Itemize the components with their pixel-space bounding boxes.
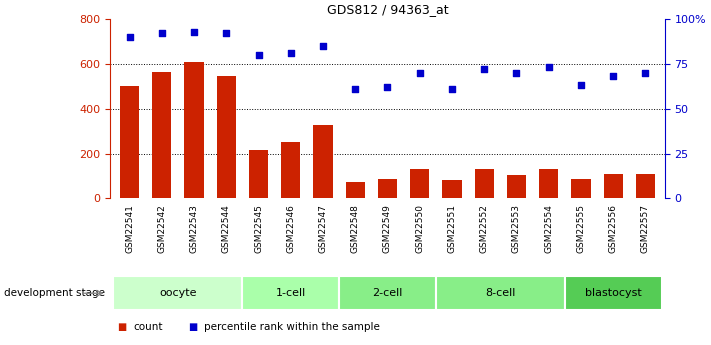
Bar: [184, 61, 204, 198]
Point: [382, 85, 393, 90]
Bar: [539, 169, 558, 198]
Bar: [217, 76, 236, 198]
Title: GDS812 / 94363_at: GDS812 / 94363_at: [326, 3, 449, 17]
Point: [479, 67, 490, 72]
Text: count: count: [133, 322, 162, 332]
Point: [188, 29, 200, 34]
Point: [575, 82, 587, 88]
Text: GSM22555: GSM22555: [577, 205, 585, 254]
Text: GSM22548: GSM22548: [351, 205, 360, 253]
Text: GSM22549: GSM22549: [383, 205, 392, 253]
Bar: [346, 181, 365, 198]
Point: [253, 52, 264, 58]
Text: GSM22552: GSM22552: [480, 205, 488, 253]
Point: [607, 73, 619, 79]
Bar: [314, 126, 333, 198]
Text: GSM22545: GSM22545: [254, 205, 263, 253]
Text: GSM22541: GSM22541: [125, 205, 134, 253]
Text: GSM22542: GSM22542: [157, 205, 166, 253]
Point: [510, 70, 522, 76]
Bar: [571, 179, 591, 198]
Text: percentile rank within the sample: percentile rank within the sample: [204, 322, 380, 332]
Point: [447, 86, 458, 92]
Bar: [249, 150, 268, 198]
Bar: [114, 276, 242, 310]
Text: GSM22544: GSM22544: [222, 205, 231, 253]
Point: [317, 43, 328, 49]
Point: [640, 70, 651, 76]
Text: GSM22546: GSM22546: [287, 205, 295, 253]
Bar: [120, 86, 139, 198]
Bar: [507, 175, 526, 198]
Bar: [436, 276, 565, 310]
Text: 1-cell: 1-cell: [276, 288, 306, 298]
Text: 2-cell: 2-cell: [373, 288, 402, 298]
Text: blastocyst: blastocyst: [585, 288, 641, 298]
Bar: [339, 276, 436, 310]
Point: [285, 50, 296, 56]
Text: GSM22557: GSM22557: [641, 205, 650, 254]
Point: [350, 86, 361, 92]
Text: development stage: development stage: [4, 288, 105, 298]
Point: [156, 31, 168, 36]
Bar: [442, 180, 461, 198]
Point: [414, 70, 425, 76]
Text: 8-cell: 8-cell: [485, 288, 515, 298]
Bar: [636, 174, 655, 198]
Text: oocyte: oocyte: [159, 288, 197, 298]
Point: [543, 65, 555, 70]
Text: GSM22551: GSM22551: [447, 205, 456, 254]
Bar: [474, 169, 494, 198]
Text: ■: ■: [188, 322, 198, 332]
Bar: [152, 72, 171, 198]
Bar: [604, 174, 623, 198]
Bar: [410, 169, 429, 198]
Text: GSM22547: GSM22547: [319, 205, 328, 253]
Bar: [565, 276, 661, 310]
Bar: [378, 179, 397, 198]
Point: [220, 31, 232, 36]
Text: GSM22543: GSM22543: [190, 205, 198, 253]
Text: GSM22553: GSM22553: [512, 205, 521, 254]
Text: GSM22556: GSM22556: [609, 205, 618, 254]
Point: [124, 34, 135, 40]
Bar: [242, 276, 339, 310]
Text: ■: ■: [117, 322, 127, 332]
Text: GSM22550: GSM22550: [415, 205, 424, 254]
Bar: [281, 142, 301, 198]
Text: GSM22554: GSM22554: [544, 205, 553, 253]
